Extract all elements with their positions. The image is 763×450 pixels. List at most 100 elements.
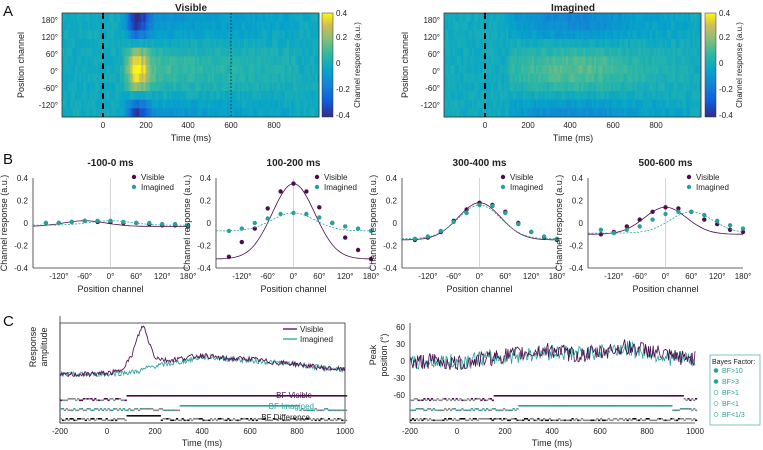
- heatmap-cell: [130, 65, 134, 75]
- heatmap-cell: [299, 47, 303, 57]
- bf-imagined-dot: [486, 408, 489, 410]
- heatmap-cell: [619, 73, 623, 83]
- bf-visible-dot: [683, 398, 686, 400]
- heatmap-cell: [271, 65, 275, 75]
- heatmap-cell: [589, 39, 593, 49]
- bf-difference-dot: [113, 418, 116, 420]
- heatmap-cell: [510, 91, 513, 101]
- heatmap-cell: [570, 56, 573, 66]
- heatmap-cell: [608, 91, 612, 101]
- bf-imagined-dot: [126, 409, 129, 412]
- heatmap-cell: [248, 13, 251, 23]
- heatmap-cell: [600, 108, 603, 118]
- heatmap-cell: [186, 82, 189, 92]
- bf-difference-dot: [196, 418, 199, 420]
- heatmap-cell: [261, 65, 264, 75]
- bf-difference-dot: [638, 419, 641, 422]
- bf-difference-dot: [145, 415, 148, 417]
- heatmap-cell: [656, 99, 659, 109]
- heatmap-imagined-cells: [444, 13, 702, 118]
- heatmap-cell: [673, 47, 676, 57]
- imagined-point: [355, 226, 361, 231]
- heatmap-cell: [544, 30, 548, 40]
- xtick: 120°: [523, 272, 540, 281]
- heatmap-cell: [600, 56, 603, 66]
- heatmap-cell: [310, 73, 313, 83]
- heatmap-cell: [503, 99, 507, 109]
- heatmap-cell: [274, 56, 277, 66]
- heatmap-cell: [510, 30, 513, 40]
- heatmap-cell: [74, 99, 78, 109]
- heatmap-cell: [641, 91, 644, 101]
- heatmap-cell: [175, 108, 179, 118]
- heatmap-cell: [250, 73, 254, 83]
- heatmap-cell: [662, 65, 665, 75]
- heatmap-cell: [574, 13, 578, 23]
- heatmap-cell: [237, 91, 241, 101]
- bf-difference-dot: [92, 418, 95, 420]
- heatmap-cell: [578, 73, 582, 83]
- bf-visible-dot: [601, 395, 605, 397]
- bf-imagined-dot: [156, 409, 160, 412]
- bf-imagined-dot: [170, 409, 173, 412]
- heatmap-cell: [698, 56, 702, 66]
- heatmap-cell: [491, 47, 494, 57]
- heatmap-cell: [314, 39, 318, 49]
- heatmap-cell: [486, 56, 490, 66]
- heatmap-cell: [265, 39, 268, 49]
- bf-imagined-dot: [514, 409, 517, 412]
- heatmap-cell: [304, 47, 307, 57]
- bf-difference-dot: [683, 419, 686, 422]
- heatmap-cell: [216, 65, 219, 75]
- heatmap-cell: [62, 47, 65, 57]
- heatmap-cell: [596, 73, 599, 83]
- bf-visible-dot: [158, 395, 161, 397]
- heatmap-cell: [621, 39, 625, 49]
- bf-imagined-dot: [238, 405, 241, 407]
- heatmap-cell: [280, 108, 283, 118]
- bf-visible-dot: [581, 395, 584, 397]
- heatmap-cell: [98, 47, 101, 57]
- bf-difference-dot: [160, 419, 163, 422]
- heatmap-cell: [256, 65, 260, 75]
- bf-visible-dot: [556, 395, 559, 397]
- heatmap-cell: [583, 108, 586, 118]
- bf-visible-dot: [641, 395, 644, 397]
- heatmap-cell: [461, 13, 464, 23]
- heatmap-cell: [216, 56, 219, 66]
- heatmap-cell: [510, 21, 513, 31]
- heatmap-cell: [525, 13, 528, 23]
- heatmap-cell: [538, 30, 541, 40]
- heatmap-cell: [643, 47, 646, 57]
- bf-imagined-dot: [107, 408, 110, 410]
- heatmap-cell: [201, 91, 204, 101]
- heatmap-cell: [239, 56, 243, 66]
- bf-difference-dot: [438, 419, 441, 422]
- heatmap-cell: [177, 91, 181, 101]
- heatmap-cell: [64, 21, 67, 31]
- heatmap-cell: [478, 30, 481, 40]
- heatmap-cell: [696, 56, 700, 66]
- heatmap-cell: [239, 30, 243, 40]
- heatmap-cell: [68, 47, 71, 57]
- panel-letter-b: B: [3, 151, 13, 168]
- heatmap-cell: [471, 47, 475, 57]
- heatmap-cell: [184, 108, 187, 118]
- imagined-point: [503, 210, 508, 216]
- xtick: 600: [606, 121, 620, 130]
- heatmap-cell: [525, 73, 528, 83]
- bf-visible-dot: [181, 395, 184, 397]
- heatmap-cell: [666, 73, 670, 83]
- heatmap-cell: [282, 65, 286, 75]
- heatmap-cell: [184, 65, 187, 75]
- bf-visible-dot: [660, 395, 663, 397]
- bf-visible-dot: [546, 395, 549, 397]
- bf-difference-dot: [117, 418, 120, 420]
- bf-visible-dot: [463, 399, 466, 402]
- heatmap-cell: [538, 108, 541, 118]
- heatmap-cell: [671, 30, 674, 40]
- heatmap-cell: [677, 56, 680, 66]
- heatmap-cell: [186, 56, 189, 66]
- bf-imagined-dot: [493, 408, 496, 410]
- heatmap-cell: [147, 39, 151, 49]
